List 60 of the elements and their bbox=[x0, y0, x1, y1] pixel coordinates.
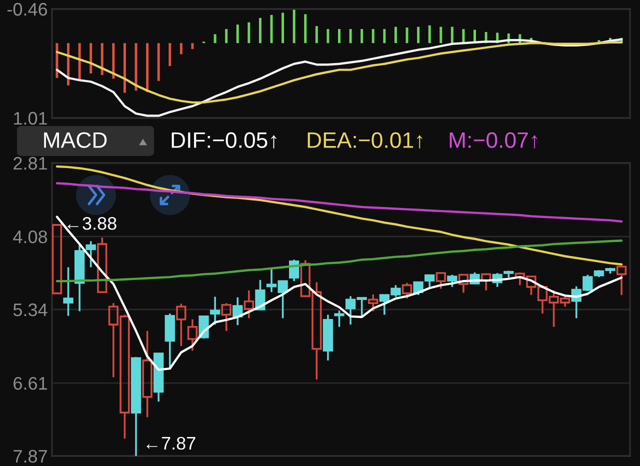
text: DIF:−0.05↑ bbox=[172, 132, 276, 148]
bar bbox=[417, 26, 420, 44]
bar bbox=[100, 43, 104, 75]
bar bbox=[157, 43, 160, 81]
line-series bbox=[56, 41, 623, 104]
y-tick-label: 5.34 bbox=[13, 303, 48, 316]
bar bbox=[168, 43, 172, 66]
candlestick bbox=[424, 274, 435, 288]
bar bbox=[78, 43, 81, 80]
y-tick-label: 4.08 bbox=[13, 230, 48, 244]
line-series bbox=[56, 165, 623, 266]
bar bbox=[440, 26, 442, 44]
candlestick bbox=[447, 274, 458, 288]
candlestick bbox=[63, 266, 74, 317]
candlestick bbox=[142, 330, 152, 418]
bar bbox=[292, 10, 296, 44]
bar bbox=[248, 22, 250, 44]
bar bbox=[180, 43, 182, 54]
y-tick-label: 6.61 bbox=[14, 376, 47, 390]
text: M:−0.07↑ bbox=[450, 132, 538, 148]
bar bbox=[383, 29, 386, 44]
candlestick bbox=[255, 279, 266, 310]
y-tick-label: 7.87 bbox=[14, 450, 47, 463]
annotation: ←7.87 bbox=[146, 436, 196, 450]
bar bbox=[236, 24, 239, 44]
bar bbox=[428, 25, 431, 44]
y-tick-label: 1.01 bbox=[14, 112, 47, 125]
candlestick bbox=[413, 281, 424, 296]
bar bbox=[372, 29, 374, 44]
bar bbox=[123, 43, 126, 93]
line-series bbox=[56, 216, 623, 371]
bar bbox=[349, 29, 352, 44]
text: MACD bbox=[44, 132, 107, 148]
y-tick-label: -0.46 bbox=[7, 2, 48, 16]
annotation: ←3.88 bbox=[68, 217, 116, 230]
candlestick bbox=[244, 289, 254, 320]
bar bbox=[191, 43, 194, 50]
bar bbox=[326, 29, 330, 44]
bar bbox=[258, 18, 262, 44]
bar bbox=[282, 12, 284, 44]
bar bbox=[394, 26, 397, 44]
bar bbox=[90, 43, 92, 74]
bar bbox=[450, 26, 454, 44]
line-series bbox=[56, 239, 623, 282]
candlestick bbox=[187, 318, 198, 352]
bar bbox=[225, 29, 228, 44]
candlestick bbox=[210, 296, 220, 326]
bar bbox=[315, 26, 318, 44]
bar bbox=[214, 34, 216, 44]
candlestick bbox=[86, 240, 96, 268]
candlestick bbox=[334, 310, 344, 328]
bar bbox=[146, 43, 149, 92]
text: DEA:−0.01↑ bbox=[308, 132, 422, 148]
bar bbox=[338, 29, 340, 44]
bar bbox=[112, 43, 115, 79]
bar bbox=[360, 29, 364, 44]
bar bbox=[304, 14, 307, 44]
line-series bbox=[56, 38, 623, 117]
y-tick-label: 2.81 bbox=[14, 156, 47, 170]
bar bbox=[462, 29, 465, 44]
